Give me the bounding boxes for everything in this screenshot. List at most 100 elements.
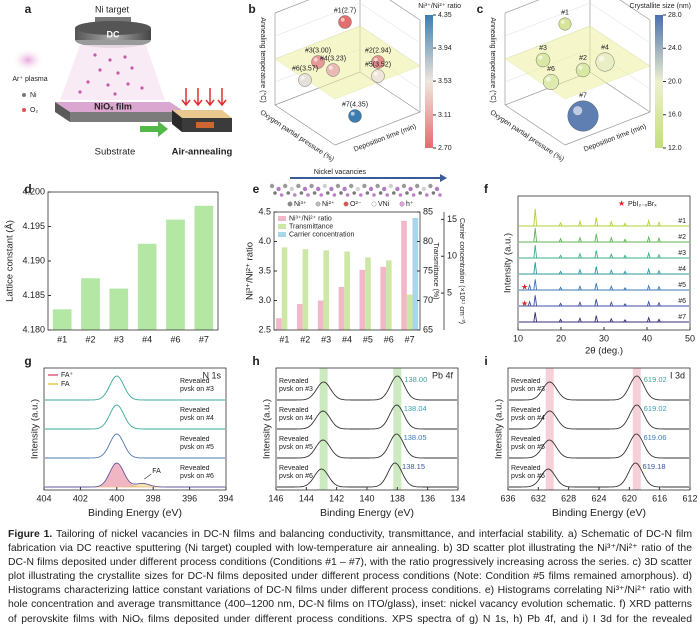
species-icon	[315, 201, 321, 207]
inset-atom	[306, 193, 310, 197]
inset-atom	[355, 186, 360, 192]
inset-atom	[405, 191, 409, 195]
y-tick-label: 80	[423, 236, 433, 246]
bar	[302, 249, 309, 330]
peak	[594, 233, 599, 243]
colorbar-tick-label: 2.70	[438, 145, 452, 152]
sphere	[535, 52, 551, 68]
band	[632, 368, 641, 490]
species-icon	[399, 201, 405, 207]
inset-atom	[289, 186, 294, 192]
bar	[52, 309, 72, 330]
trace-label: Revealed pvsk on #4	[511, 407, 545, 422]
inset-atom	[309, 183, 314, 189]
peak-label: 138.00	[404, 375, 427, 384]
x-tick-label: 40	[642, 333, 652, 343]
trace-label-text: Revealed pvsk on #6	[279, 465, 313, 480]
axis-grid	[274, 2, 361, 37]
x-tick-label: 10	[513, 333, 523, 343]
trace-label: Revealed pvsk on #5	[180, 436, 214, 451]
peak	[609, 268, 614, 275]
species-icon	[371, 201, 377, 207]
y-tick-label: 15	[447, 214, 457, 224]
bar	[344, 251, 350, 330]
peak	[533, 245, 538, 259]
peak	[558, 286, 563, 291]
highlight	[578, 65, 583, 70]
peak	[594, 282, 599, 291]
point-label: #4	[601, 45, 609, 52]
spectrum	[45, 375, 225, 401]
trace-label: Revealed pvsk on #3	[511, 378, 545, 393]
y-axis-label: Intensity (a.u.)	[30, 399, 41, 459]
plot-frame	[517, 195, 691, 331]
highlight	[373, 71, 378, 76]
peak	[609, 236, 614, 243]
bar	[194, 205, 214, 330]
panel-title: Pb 4f	[432, 370, 454, 380]
peak	[578, 316, 582, 323]
x-axis-label: 2θ (deg.)	[585, 346, 623, 357]
axis-box	[334, 111, 421, 146]
bar	[365, 257, 371, 330]
colorbar-tick-label: 28.0	[668, 12, 682, 19]
spectrum	[277, 375, 457, 401]
trace-label-text: Revealed pvsk on #5	[511, 436, 545, 451]
substrate	[70, 112, 185, 122]
y-tick-label: 2.5	[258, 324, 271, 334]
inset-atom	[312, 191, 317, 195]
peak-label: 138.15	[402, 462, 425, 471]
trace-label: Revealed pvsk on #5	[511, 436, 545, 451]
x-tick-label: #3	[321, 334, 331, 344]
axis-box	[619, 0, 651, 21]
x-tick-label: 396	[182, 493, 197, 503]
label: Ni target	[95, 4, 130, 14]
inset-atom	[345, 193, 350, 197]
inset-atom	[359, 193, 363, 197]
label: Air-annealing	[172, 147, 233, 158]
plasma-icon	[12, 48, 44, 72]
label: Substrate	[95, 147, 136, 158]
legend-label: FA⁺	[61, 372, 74, 379]
species-label: Ni²⁺	[322, 201, 335, 208]
peak	[558, 270, 563, 275]
species-label: h⁺	[406, 201, 414, 208]
highlight	[538, 55, 543, 60]
panel-title: N 1s	[202, 370, 221, 380]
y-axis-label: Intensity (a.u.)	[262, 399, 273, 459]
peak	[623, 303, 627, 307]
peak	[646, 300, 651, 307]
inset-atom	[273, 191, 277, 195]
peak	[527, 300, 532, 307]
x-tick-label: 404	[36, 493, 51, 503]
axis-box	[504, 0, 540, 14]
o2-icon	[22, 108, 26, 112]
legend-swatch	[278, 216, 286, 221]
highlight	[373, 57, 378, 62]
bar	[166, 219, 185, 330]
species-label: O²⁻	[350, 201, 362, 208]
bar	[137, 243, 157, 330]
x-tick-label: #3	[114, 334, 124, 344]
arrow	[140, 121, 168, 137]
inset-atom	[329, 186, 334, 192]
label: DC	[107, 29, 120, 39]
peak	[657, 285, 661, 291]
sphere	[338, 15, 352, 29]
legend-label: PbI₂₋ₓBrₓ	[628, 201, 657, 208]
panel-label: d	[24, 182, 31, 196]
highlight	[545, 76, 551, 82]
sphere	[595, 52, 615, 72]
inset-atom	[388, 183, 393, 189]
sphere	[558, 17, 572, 31]
x-axis-label: Binding Energy (eV)	[320, 507, 414, 519]
inset-atom	[415, 183, 420, 189]
point-label: #2	[579, 55, 587, 62]
highlight	[573, 106, 583, 116]
x-tick-label: 146	[268, 493, 283, 503]
label: Ni	[30, 92, 37, 99]
series-label: #4	[678, 266, 686, 273]
x-tick-label: 144	[299, 493, 314, 503]
panel-label: f	[484, 182, 489, 196]
